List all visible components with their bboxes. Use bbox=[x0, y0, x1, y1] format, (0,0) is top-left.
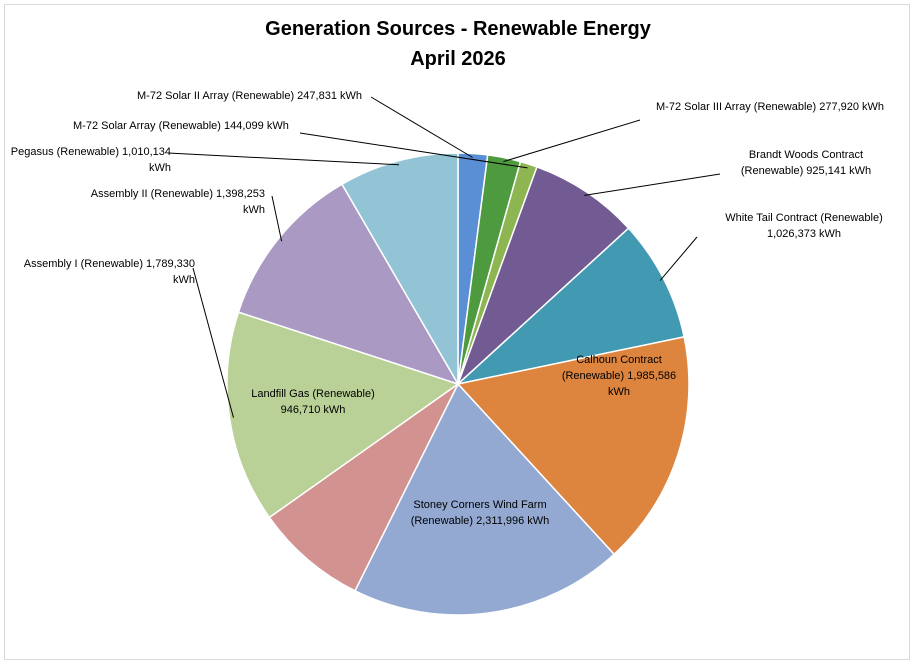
data-label-line: 946,710 kWh bbox=[280, 404, 346, 416]
data-label-line: Landfill Gas (Renewable) bbox=[251, 388, 375, 400]
data-label-assembly-ii: Assembly II (Renewable) 1,398,253 kWh bbox=[90, 186, 265, 218]
data-label-line: kWh bbox=[608, 386, 630, 398]
data-label-line: M-72 Solar II Array (Renewable) 247,831 … bbox=[137, 90, 362, 102]
leader-lines bbox=[167, 96, 721, 418]
slice-landfill-gas bbox=[268, 383, 459, 592]
leader-line-assembly-ii bbox=[271, 195, 283, 242]
slice-assembly-i bbox=[226, 311, 460, 519]
data-label-line: (Renewable) 2,311,996 kWh bbox=[410, 515, 550, 527]
slice-calhoun bbox=[456, 335, 690, 556]
data-label-line: M-72 Solar Array (Renewable) 144,099 kWh bbox=[73, 120, 289, 132]
chart-title: Generation Sources - Renewable Energy bbox=[265, 18, 651, 40]
leader-line-m72-solar bbox=[299, 132, 528, 169]
slice-pegasus bbox=[340, 152, 459, 387]
data-label-pegasus: Pegasus (Renewable) 1,010,134 kWh bbox=[5, 144, 171, 176]
slice-assembly-ii bbox=[237, 183, 460, 386]
data-label-line: kWh bbox=[173, 274, 195, 286]
data-label-line: kWh bbox=[149, 162, 171, 174]
data-label-stoney-corners: Stoney Corners Wind Farm (Renewable) 2,31… bbox=[380, 497, 580, 529]
data-label-line: White Tail Contract (Renewable) bbox=[725, 212, 883, 224]
data-label-line: (Renewable) 1,985,586 bbox=[561, 370, 677, 382]
data-label-m72-solar: M-72 Solar Array (Renewable) 144,099 kWh bbox=[73, 118, 289, 134]
data-label-m72-solar-ii: M-72 Solar II Array (Renewable) 247,831 … bbox=[137, 88, 362, 104]
data-label-line: (Renewable) 925,141 kWh bbox=[740, 165, 872, 177]
data-label-line: Pegasus (Renewable) 1,010,134 bbox=[10, 146, 171, 158]
leader-line-assembly-i bbox=[192, 267, 234, 418]
leader-line-white-tail bbox=[659, 236, 698, 281]
data-label-landfill-gas: Landfill Gas (Renewable) 946,710 kWh bbox=[238, 386, 388, 418]
leader-line-m72-solar-ii bbox=[370, 96, 473, 158]
data-label-assembly-i: Assembly I (Renewable) 1,789,330 kWh bbox=[19, 256, 195, 288]
data-label-line: Assembly II (Renewable) 1,398,253 bbox=[90, 188, 265, 200]
data-label-line: kWh bbox=[243, 204, 265, 216]
leader-line-m72-solar-iii bbox=[503, 119, 641, 163]
data-label-line: 1,026,373 kWh bbox=[767, 228, 841, 240]
slice-white-tail bbox=[455, 227, 686, 386]
leader-line-brandt-woods bbox=[584, 173, 721, 196]
data-label-brandt-woods: Brandt Woods Contract (Renewable) 925,141… bbox=[736, 147, 876, 179]
data-label-m72-solar-iii: M-72 Solar III Array (Renewable) 277,920… bbox=[656, 99, 884, 115]
data-label-calhoun: Calhoun Contract (Renewable) 1,985,586 kWh bbox=[549, 352, 689, 400]
data-label-line: M-72 Solar III Array (Renewable) 277,920… bbox=[656, 101, 885, 113]
data-label-line: Stoney Corners Wind Farm bbox=[413, 499, 547, 511]
slice-brandt-woods bbox=[457, 165, 630, 385]
data-label-line: Brandt Woods Contract bbox=[748, 149, 864, 161]
data-label-line: Calhoun Contract bbox=[576, 354, 662, 366]
slice-stoney-corners bbox=[354, 382, 616, 616]
data-label-white-tail: White Tail Contract (Renewable) 1,026,373… bbox=[724, 210, 884, 242]
leader-line-pegasus bbox=[167, 152, 400, 166]
chart-subtitle: April 2026 bbox=[410, 48, 506, 70]
data-label-line: Assembly I (Renewable) 1,789,330 bbox=[23, 258, 195, 270]
pie-slices bbox=[226, 152, 690, 616]
